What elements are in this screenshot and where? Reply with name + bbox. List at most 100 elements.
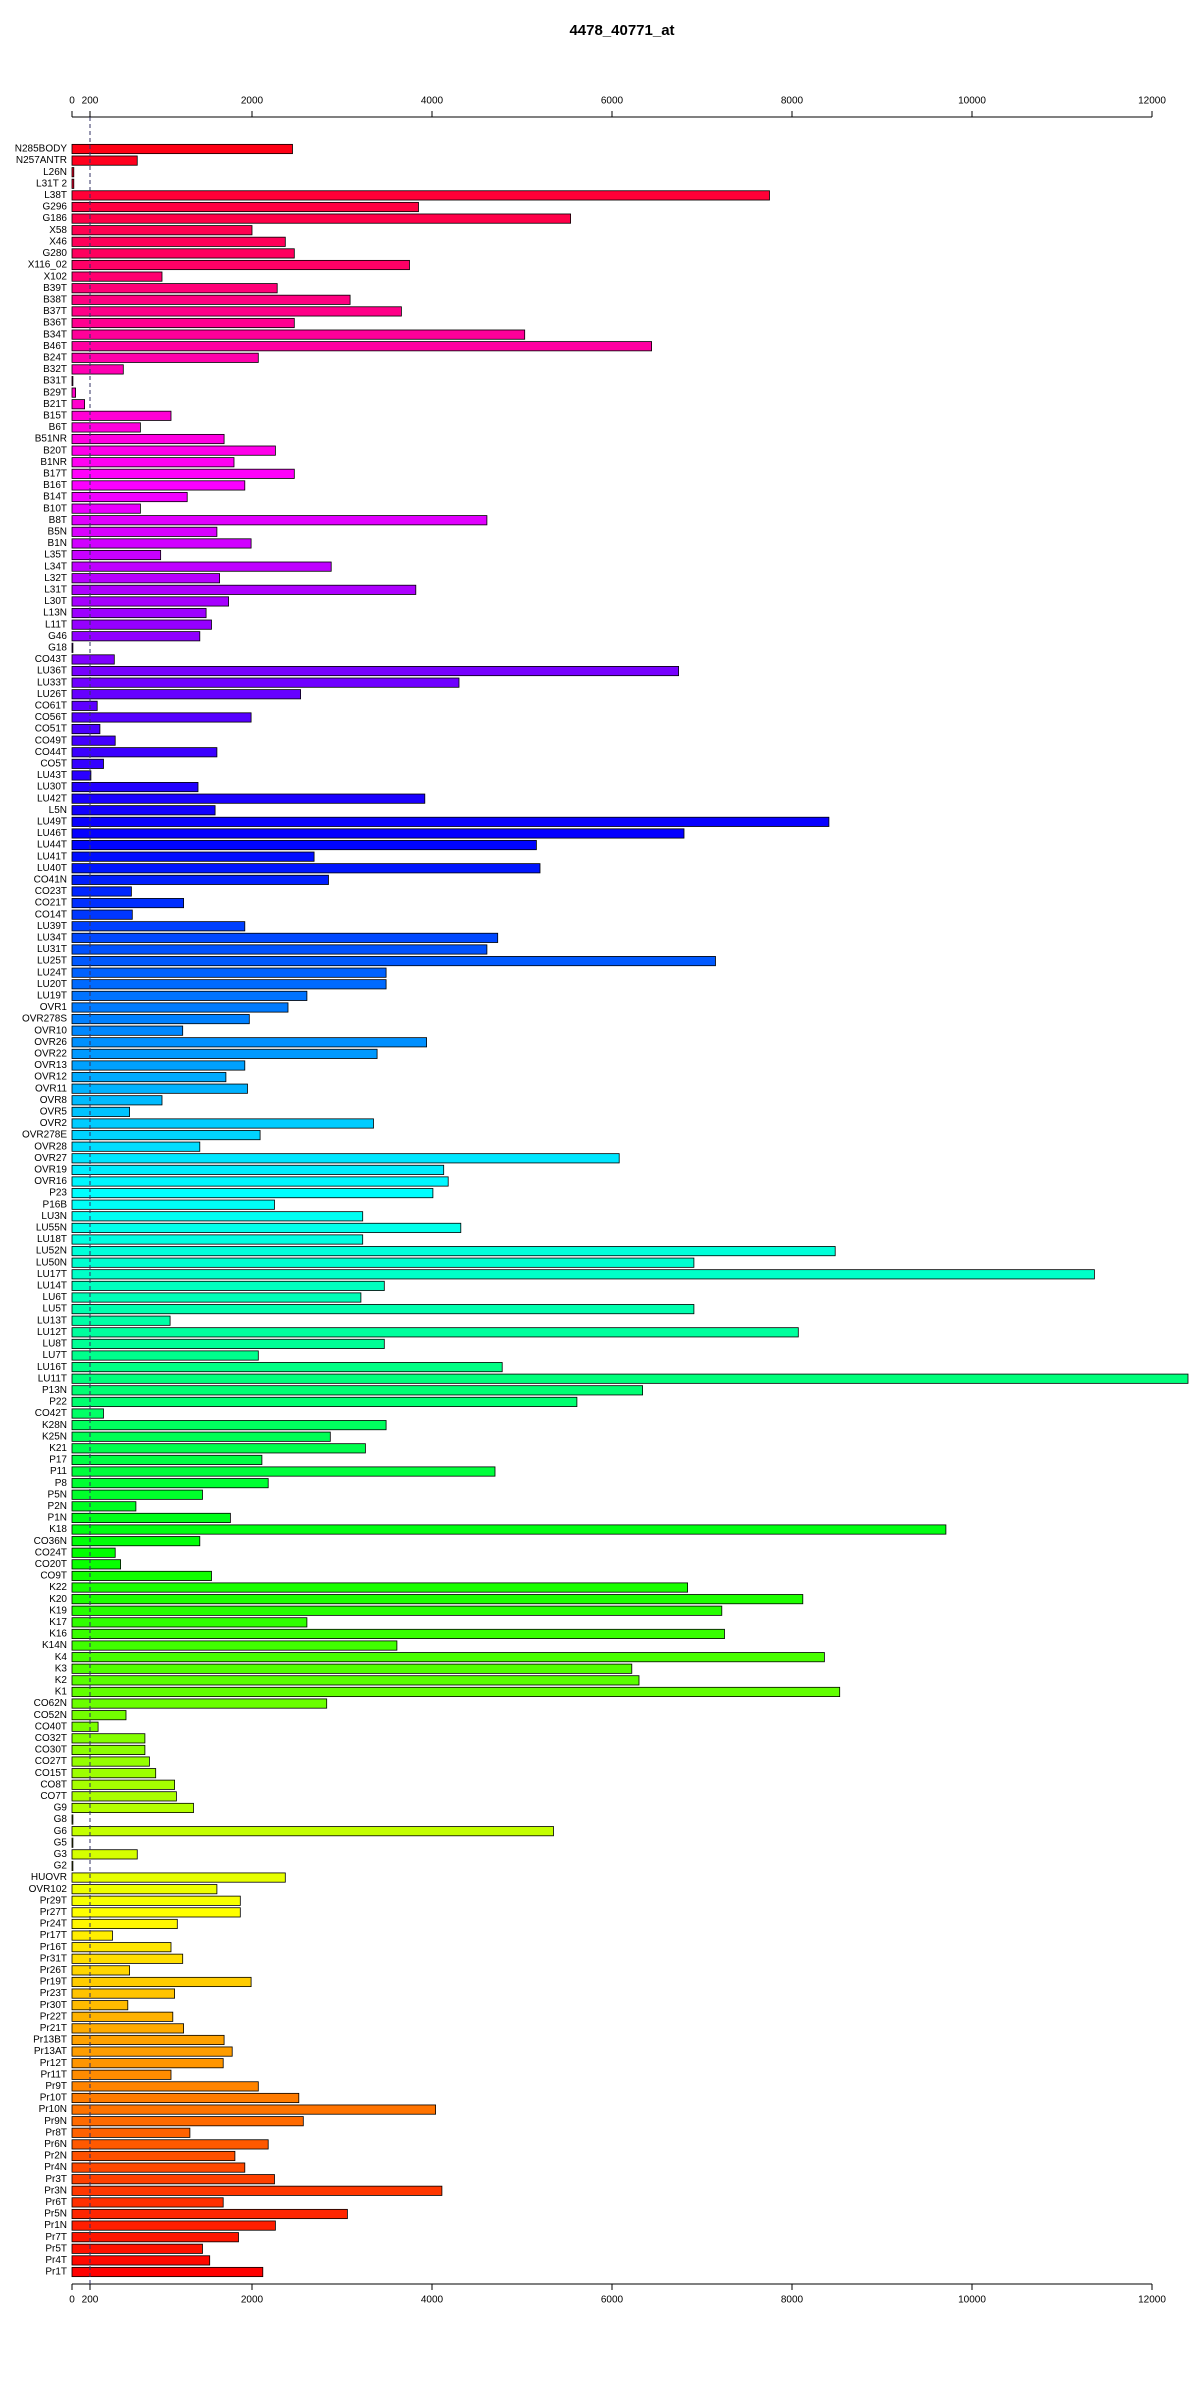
- bar: [71, 1536, 201, 1547]
- bar: [71, 271, 163, 282]
- y-tick-label: CO27T: [35, 1756, 67, 1767]
- bar: [71, 364, 124, 375]
- bar: [71, 526, 218, 537]
- y-tick-label: CO8T: [40, 1779, 67, 1790]
- bar: [71, 1907, 241, 1918]
- bar: [71, 956, 716, 967]
- bar: [71, 352, 259, 363]
- bar: [71, 2034, 225, 2046]
- bar: [71, 863, 541, 874]
- bar: [71, 1791, 177, 1802]
- bar: [71, 1443, 366, 1454]
- y-tick-label: B6T: [49, 422, 67, 433]
- y-tick-label: Pr6T: [45, 2197, 67, 2208]
- y-tick-label: N257ANTR: [16, 155, 67, 166]
- y-tick-label: Pr30T: [40, 2000, 67, 2011]
- bar: [71, 1025, 184, 1036]
- y-tick-label: CO32T: [35, 1733, 67, 1744]
- bar: [71, 1501, 137, 1512]
- y-tick-label: B38T: [43, 294, 67, 305]
- y-tick-label: G9: [54, 1803, 68, 1814]
- bar: [71, 654, 115, 665]
- bar: [71, 1547, 116, 1558]
- bar: [71, 1466, 496, 1477]
- x-tick-label: 4000: [421, 2295, 444, 2306]
- y-tick-label: Pr7T: [45, 2232, 67, 2243]
- bar: [71, 2023, 184, 2034]
- bar: [71, 782, 199, 793]
- y-tick-label: B8T: [49, 515, 67, 526]
- bar: [71, 1837, 74, 1848]
- bar: [71, 2058, 224, 2069]
- bar: [71, 1048, 378, 1059]
- y-tick-label: B36T: [43, 318, 67, 329]
- y-tick-label: CO7T: [40, 1791, 67, 1802]
- bar: [71, 1698, 328, 1709]
- y-tick-label: Pr3T: [45, 2174, 67, 2185]
- bar: [71, 1454, 263, 1465]
- bar: [71, 399, 85, 410]
- bar: [71, 724, 101, 735]
- y-tick-label: P1N: [48, 1513, 67, 1524]
- bar: [71, 932, 499, 943]
- bar: [71, 1072, 227, 1083]
- bar: [71, 1582, 688, 1593]
- bar: [71, 1733, 146, 1744]
- bar: [71, 1675, 640, 1686]
- bar: [71, 2208, 348, 2220]
- y-tick-label: B32T: [43, 364, 67, 375]
- y-tick-label: L38T: [44, 190, 67, 201]
- bar: [71, 584, 417, 595]
- y-tick-label: B39T: [43, 283, 67, 294]
- bar: [71, 259, 410, 271]
- bar: [71, 1246, 836, 1257]
- bar: [71, 387, 76, 398]
- bar: [71, 433, 225, 445]
- y-tick-label: Pr10T: [40, 2093, 67, 2104]
- y-tick-label: K22: [49, 1582, 67, 1593]
- x-tick-label: 2000: [241, 96, 264, 107]
- bar: [71, 1930, 113, 1941]
- bar: [71, 155, 138, 166]
- bar: [71, 2069, 172, 2080]
- y-tick-label: CO56T: [35, 712, 67, 723]
- y-tick-label: B20T: [43, 445, 67, 456]
- chart-title: 4478_40771_at: [569, 22, 674, 39]
- bar: [71, 1942, 172, 1953]
- y-tick-label: Pr19T: [40, 1977, 67, 1988]
- bar: [71, 317, 295, 329]
- bar: [71, 1338, 385, 1349]
- bar: [71, 1420, 387, 1431]
- bar: [71, 642, 74, 653]
- y-tick-label: LU49T: [37, 817, 67, 828]
- y-tick-label: CO51T: [35, 724, 67, 735]
- y-tick-label: L13N: [43, 608, 67, 619]
- bar: [71, 909, 133, 920]
- y-tick-label: X116_02: [28, 260, 68, 271]
- y-tick-label: LU46T: [37, 828, 67, 839]
- y-tick-label: P5N: [48, 1489, 67, 1500]
- bar: [71, 851, 315, 862]
- bar: [71, 1594, 804, 1605]
- y-tick-label: B31T: [43, 376, 67, 387]
- y-tick-label: OVR12: [34, 1072, 67, 1083]
- x-tick-label: 10000: [958, 2295, 986, 2306]
- x-tick-label: 200: [82, 96, 99, 107]
- bar: [71, 1002, 289, 1013]
- y-tick-label: B51NR: [35, 434, 67, 445]
- y-tick-label: P13N: [42, 1385, 67, 1396]
- bar: [71, 2139, 269, 2150]
- y-tick-label: P2N: [48, 1501, 67, 1512]
- bar: [71, 549, 162, 561]
- y-tick-label: CO41N: [34, 875, 67, 886]
- bar: [71, 341, 652, 352]
- y-tick-label: HUOVR: [31, 1872, 67, 1883]
- y-tick-label: LU50N: [36, 1257, 67, 1268]
- y-tick-label: L35T: [44, 550, 67, 561]
- bar: [71, 2220, 276, 2231]
- y-tick-label: G8: [54, 1814, 68, 1825]
- y-tick-label: L5N: [49, 805, 67, 816]
- bar: [71, 1037, 428, 1048]
- y-tick-label: Pr29T: [40, 1895, 67, 1906]
- bar: [71, 248, 295, 259]
